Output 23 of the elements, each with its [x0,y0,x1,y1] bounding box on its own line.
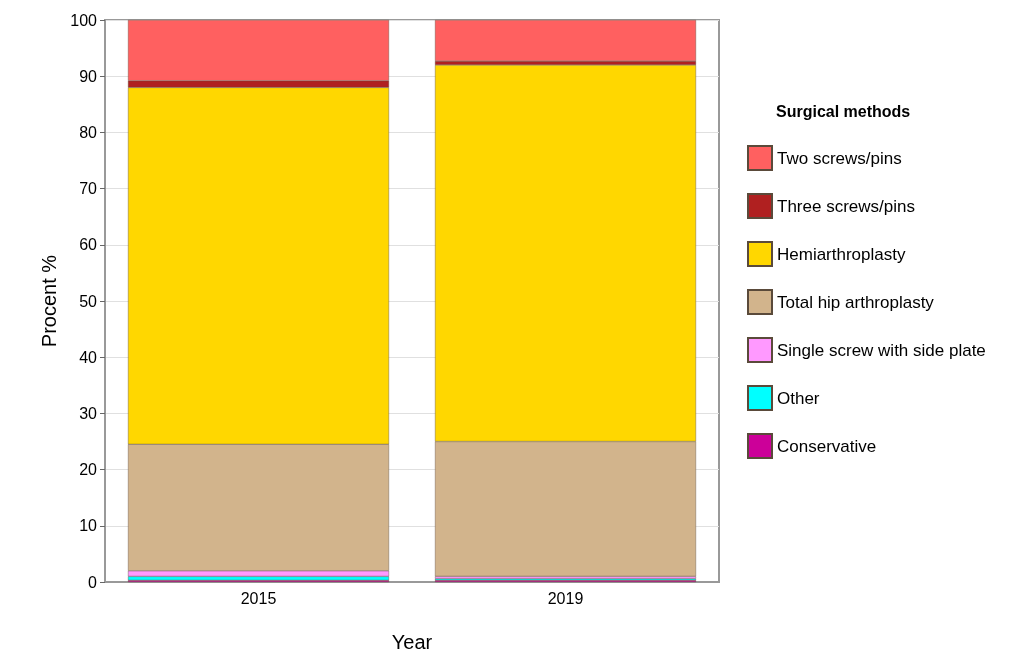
x-tick-label: 2015 [240,589,277,607]
legend-label: Other [777,388,820,408]
y-axis-title: Procent % [38,254,61,348]
y-tick-label: 100 [70,11,98,29]
y-tick-label: 40 [79,348,98,366]
y-tick-label: 90 [79,67,98,85]
legend-label: Conservative [777,436,877,456]
y-tick-label: 60 [79,236,98,254]
legend-label: Three screws/pins [777,196,915,216]
y-tick-label: 70 [79,180,98,198]
y-tick-label: 80 [79,123,98,141]
y-tick-label: 20 [79,461,98,479]
x-axis-title: Year [391,631,433,653]
legend-label: Total hip arthroplasty [777,292,935,312]
y-tick-label: 50 [79,292,98,310]
y-tick-label: 30 [79,404,98,422]
y-tick-label: 0 [88,573,98,591]
legend-label: Single screw with side plate [777,340,986,360]
x-tick-label: 2019 [547,589,584,607]
legend-label: Hemiarthroplasty [777,244,906,264]
legend-title: Surgical methods [776,102,911,120]
legend-label: Two screws/pins [777,148,902,168]
y-tick-label: 10 [79,517,98,535]
